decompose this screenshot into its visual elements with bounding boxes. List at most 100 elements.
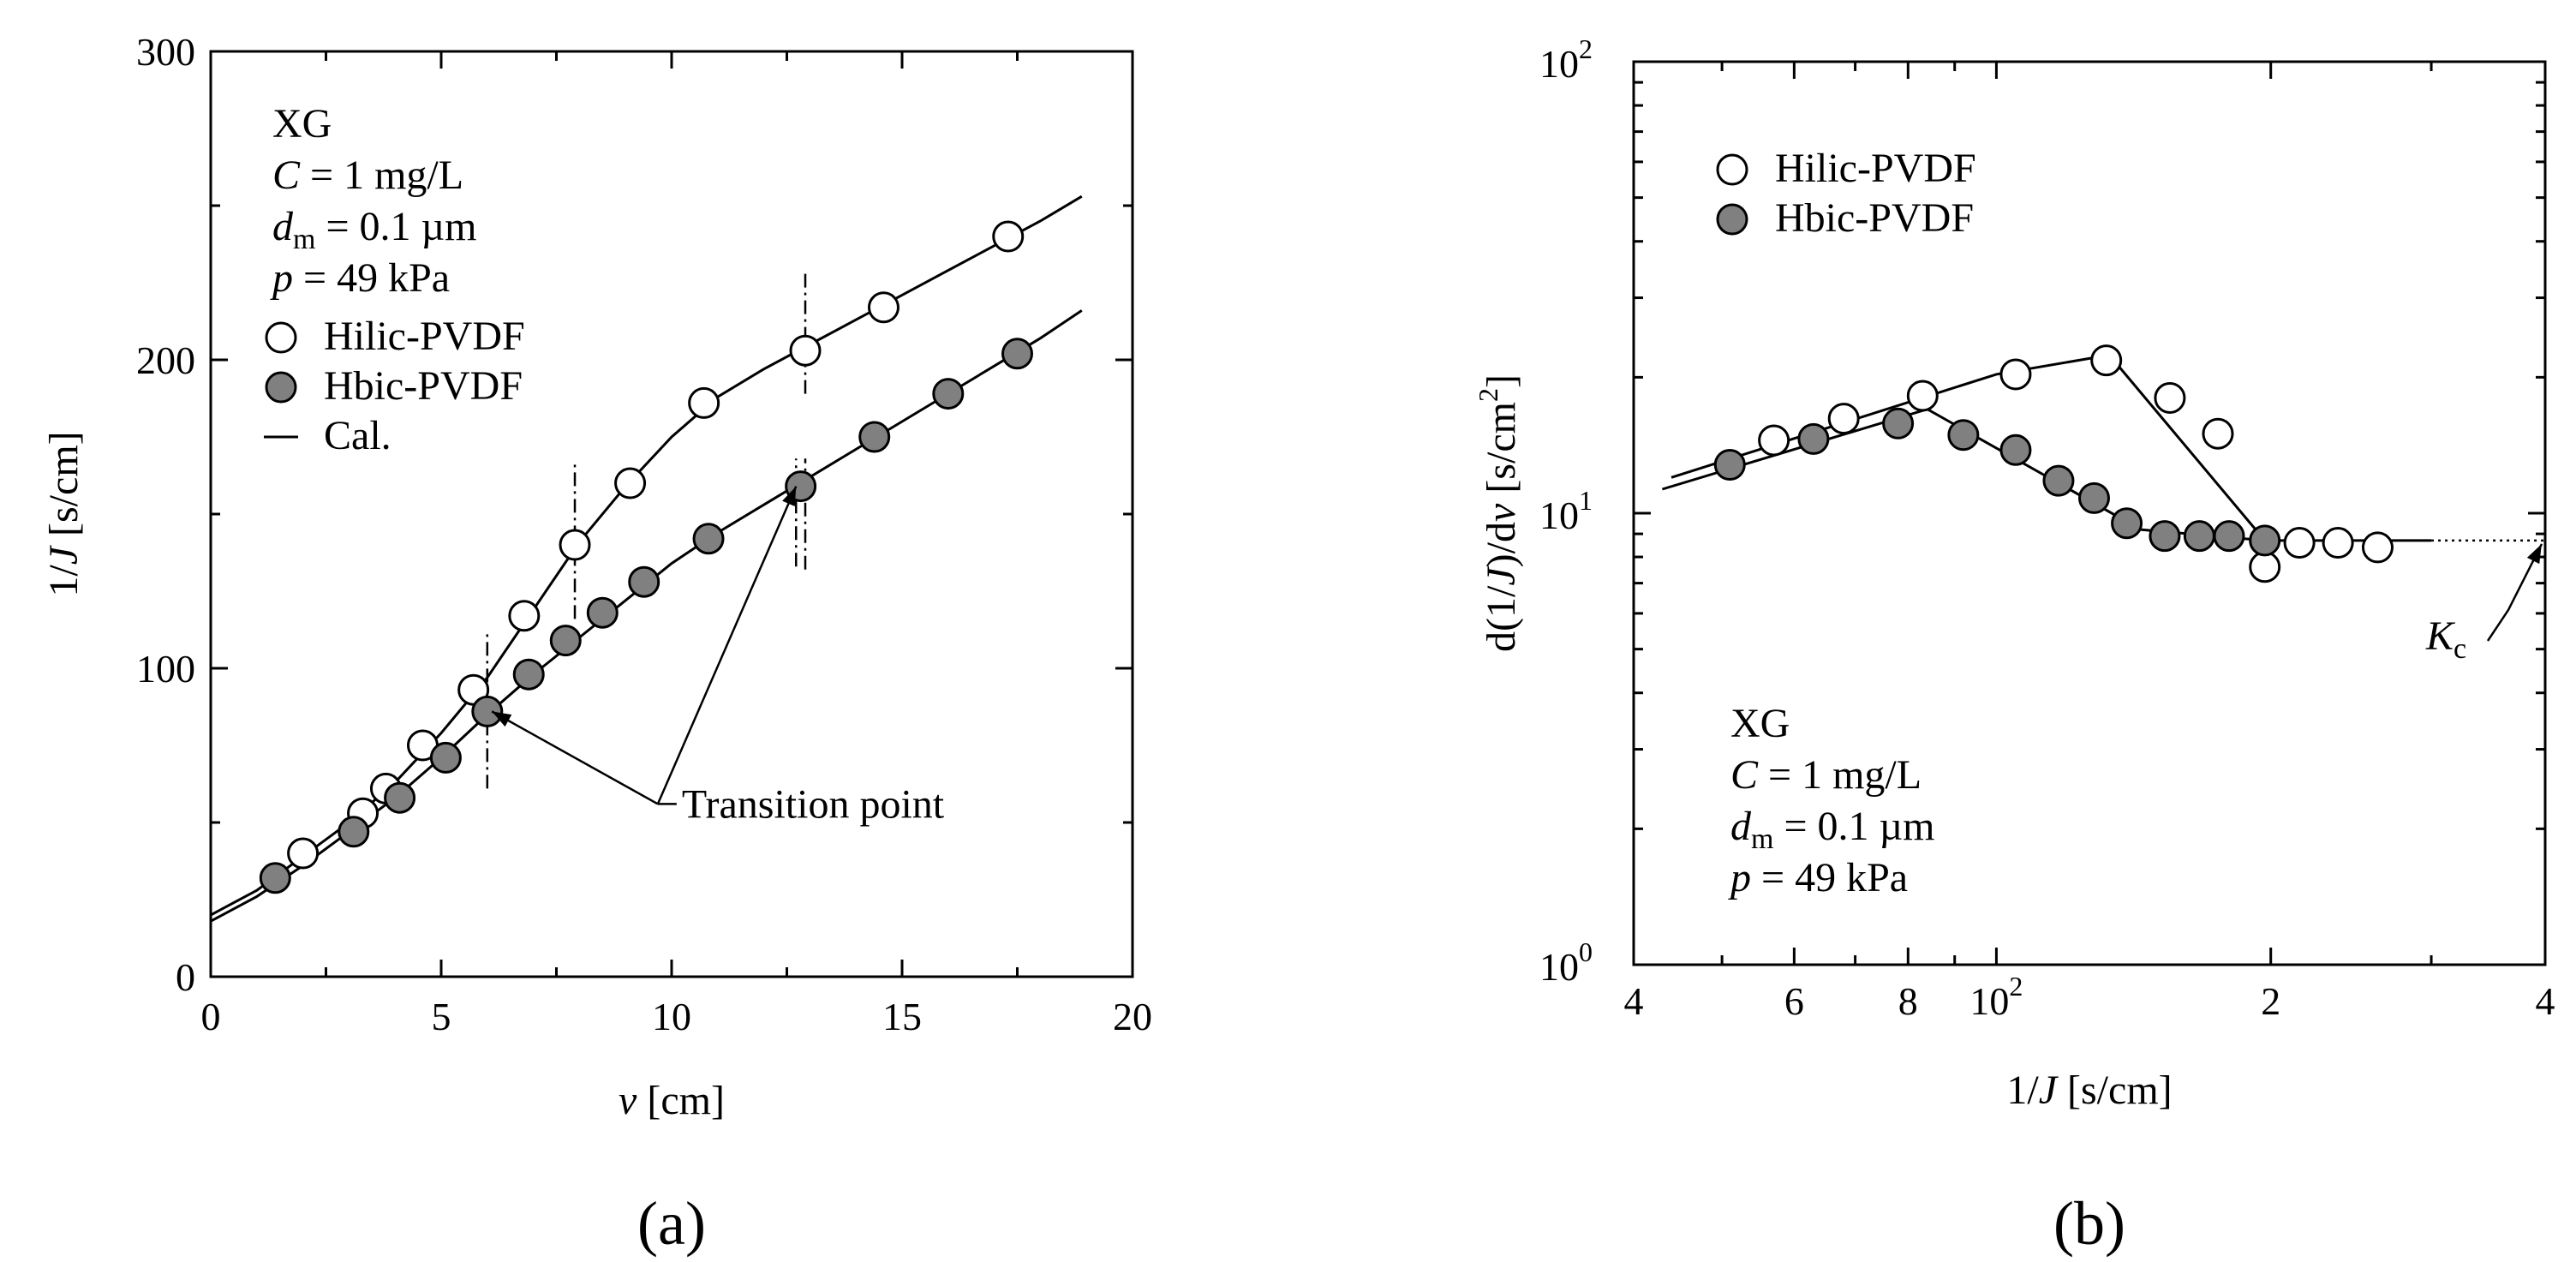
x-tick-label: 20 bbox=[1113, 995, 1152, 1038]
hbic-point bbox=[628, 565, 660, 598]
annotation-line-2: dm = 0.1 µm bbox=[1730, 804, 1935, 855]
hilic-point bbox=[2154, 381, 2186, 414]
x-tick-label-text: 6 bbox=[1784, 979, 1804, 1023]
annotation-italic: C bbox=[1730, 752, 1759, 798]
hbic-point bbox=[2077, 481, 2110, 514]
x-tick-label: 102 bbox=[1969, 971, 2023, 1023]
y-tick-label: 100 bbox=[136, 647, 195, 691]
kc-label-italic: K bbox=[2425, 613, 2456, 659]
x-tick-label: 15 bbox=[882, 995, 922, 1038]
kc-label: Kc bbox=[2425, 613, 2466, 665]
hbic-point bbox=[1882, 407, 1915, 440]
hbic-point bbox=[384, 781, 416, 814]
hilic-point bbox=[2322, 527, 2354, 559]
hilic-point bbox=[688, 386, 720, 419]
x-axis-label-italic: v bbox=[619, 1078, 637, 1123]
hbic-point bbox=[338, 816, 370, 848]
y-tick-label-sup: 1 bbox=[1579, 485, 1593, 516]
annotation-italic: p bbox=[270, 255, 293, 301]
x-tick-label: 5 bbox=[432, 995, 451, 1038]
y-tick-label-text: 10 bbox=[1539, 42, 1579, 86]
hilic-point bbox=[1827, 403, 1860, 435]
annotation-text: = 49 kPa bbox=[293, 255, 450, 301]
x-tick-label: 8 bbox=[1898, 979, 1918, 1023]
y-tick-label: 100 bbox=[1539, 936, 1593, 989]
hbic-point bbox=[2042, 464, 2075, 497]
hilic-point bbox=[508, 600, 541, 632]
callout-text-value: Transition point bbox=[682, 781, 945, 827]
legend-label: Cal. bbox=[324, 413, 391, 458]
y-axis-label-pre: d(1/ bbox=[1479, 585, 1524, 652]
x-tick-label: 10 bbox=[652, 995, 691, 1038]
x-tick-label: 0 bbox=[201, 995, 221, 1038]
x-tick-label: 4 bbox=[1624, 979, 1644, 1023]
hilic-point bbox=[2202, 417, 2234, 450]
y-axis-label-pre: 1/ bbox=[41, 565, 87, 597]
callout-arrow-head bbox=[492, 711, 512, 727]
y-tick-label: 300 bbox=[136, 30, 195, 74]
x-tick-label: 2 bbox=[2261, 979, 2280, 1023]
annotation-line-3: p = 49 kPa bbox=[1728, 855, 1908, 900]
annotation-text: XG bbox=[1730, 701, 1790, 746]
annotation-text: = 49 kPa bbox=[1751, 855, 1908, 900]
y-axis-label: 1/J [s/cm] bbox=[41, 431, 87, 596]
y-tick-label-text: 200 bbox=[136, 338, 195, 382]
y-tick-label-text: 100 bbox=[136, 647, 195, 691]
legend-marker bbox=[265, 371, 297, 404]
calc-curve-0 bbox=[210, 194, 1083, 917]
hbic-point bbox=[2149, 520, 2181, 553]
y-axis-label-text: [s/cm bbox=[1479, 402, 1524, 504]
legend-label: Hbic-PVDF bbox=[1775, 195, 1974, 241]
panel-label-text: (a) bbox=[637, 1189, 706, 1258]
legend-label-text: Hilic-PVDF bbox=[324, 314, 525, 359]
x-axis-label: 1/J [s/cm] bbox=[2006, 1068, 2172, 1113]
y-tick-label: 0 bbox=[176, 955, 195, 999]
kc-arrow-line bbox=[2486, 543, 2543, 642]
hilic-point bbox=[559, 529, 591, 561]
y-tick-label: 101 bbox=[1539, 485, 1593, 537]
y-tick-label-text: 300 bbox=[136, 30, 195, 74]
hbic-point bbox=[858, 421, 891, 453]
hbic-point bbox=[2111, 507, 2143, 540]
panel-label-b: (b) bbox=[2053, 1189, 2125, 1258]
hilic-point bbox=[867, 291, 900, 324]
hbic-point bbox=[549, 625, 582, 657]
annotation-text: = 1 mg/L bbox=[300, 153, 463, 198]
x-axis-label-pre: 1/ bbox=[2006, 1068, 2039, 1113]
x-tick-label: 6 bbox=[1784, 979, 1804, 1023]
hilic-point bbox=[2090, 344, 2123, 377]
x-tick-label-text: 5 bbox=[432, 995, 451, 1038]
annotation-text: = 0.1 µm bbox=[315, 204, 476, 249]
hilic-point bbox=[2249, 551, 2281, 583]
hbic-point bbox=[2213, 520, 2245, 553]
hbic-point bbox=[2249, 524, 2281, 557]
annotation-italic: C bbox=[272, 153, 301, 198]
hilic-point bbox=[1758, 424, 1790, 457]
hbic-point bbox=[2183, 520, 2215, 553]
x-tick-label-text: 2 bbox=[2261, 979, 2280, 1023]
hbic-point bbox=[259, 862, 291, 894]
y-tick-label: 102 bbox=[1539, 33, 1593, 86]
annotation-line-2: dm = 0.1 µm bbox=[272, 204, 477, 255]
annotation-subscript: m bbox=[293, 224, 315, 255]
hbic-point bbox=[1001, 338, 1033, 370]
legend-marker bbox=[265, 321, 297, 354]
x-tick-label-text: 0 bbox=[201, 995, 221, 1038]
panel-label-text: (b) bbox=[2053, 1189, 2125, 1258]
legend-label: Hilic-PVDF bbox=[324, 314, 525, 359]
hbic-point bbox=[512, 658, 545, 691]
hbic-point bbox=[586, 596, 619, 629]
y-tick-label-text: 0 bbox=[176, 955, 195, 999]
x-tick-label-text: 8 bbox=[1898, 979, 1918, 1023]
callout-arrow-line bbox=[656, 486, 798, 804]
hilic-point bbox=[1999, 358, 2032, 391]
legend-label-text: Hbic-PVDF bbox=[1775, 195, 1974, 241]
hilic-point bbox=[992, 220, 1025, 253]
legend-label-text: Hilic-PVDF bbox=[1775, 146, 1976, 191]
hbic-point bbox=[1713, 449, 1746, 481]
x-axis-label-text: [s/cm] bbox=[2057, 1068, 2173, 1113]
callout-arrow-line bbox=[491, 710, 659, 805]
annotation-italic: p bbox=[1728, 855, 1751, 900]
